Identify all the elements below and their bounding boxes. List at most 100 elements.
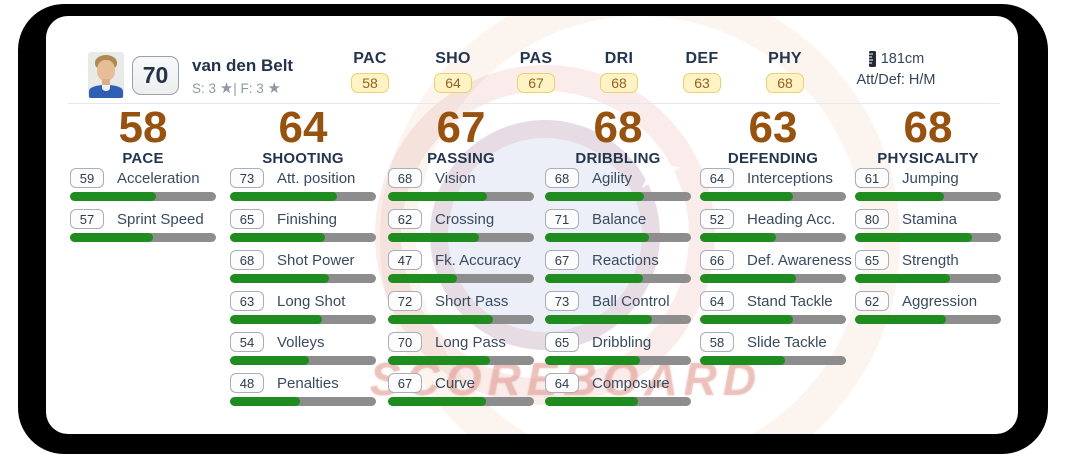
weak-foot-star-icon: ★ (267, 80, 281, 97)
stat-bar-fill (388, 397, 486, 406)
header-stat-value: 68 (600, 73, 638, 93)
stat-line: 61 Jumping (855, 168, 1001, 188)
stat-line: 72 Short Pass (388, 291, 534, 311)
stat-label: Heading Acc. (747, 210, 836, 228)
stat-bar-track (700, 233, 846, 242)
stat-bar-fill (388, 356, 491, 365)
header-stat-label: SHO (435, 50, 471, 67)
stat-row: 54 Volleys (230, 332, 376, 365)
header-stat-label: PHY (768, 50, 802, 67)
stat-row: 66 Def. Awareness (700, 250, 852, 283)
stat-bar-track (545, 233, 691, 242)
stat-bar-fill (230, 233, 325, 242)
stat-bar-track (388, 315, 534, 324)
stat-value-badge: 62 (388, 209, 422, 229)
stat-bar-track (388, 274, 534, 283)
stat-bar-fill (855, 315, 946, 324)
player-height: 181cm (880, 51, 925, 67)
stat-line: 64 Interceptions (700, 168, 846, 188)
header-stat-label: PAS (519, 50, 553, 67)
stat-bar-track (545, 315, 691, 324)
header-stat-pac: PAC 58 (342, 50, 398, 93)
stat-label: Finishing (277, 210, 338, 228)
stat-bar-track (700, 192, 846, 201)
stat-label: Long Pass (435, 333, 506, 351)
stat-label: Reactions (592, 251, 659, 269)
stat-label: Aggression (902, 292, 978, 310)
stat-row: 80 Stamina (855, 209, 1001, 242)
player-meta-block: 181cm Att/Def: H/M (841, 51, 951, 88)
stat-line: 80 Stamina (855, 209, 1001, 229)
stat-row: 68 Vision (388, 168, 534, 201)
stat-line: 62 Aggression (855, 291, 1001, 311)
stat-row: 73 Att. position (230, 168, 376, 201)
category-value: 58 (118, 103, 168, 152)
overall-rating-value: 70 (142, 62, 169, 88)
stat-bar-fill (700, 315, 794, 324)
stat-bar-fill (388, 274, 457, 283)
stat-row: 73 Ball Control (545, 291, 691, 324)
category-value: 68 (903, 103, 953, 152)
stat-bar-track (388, 397, 534, 406)
stat-bar-fill (855, 192, 945, 201)
stat-bar-track (545, 192, 691, 201)
stat-bar-fill (700, 233, 776, 242)
stat-line: 59 Acceleration (70, 168, 216, 188)
stat-value-badge: 80 (855, 209, 889, 229)
stat-row: 67 Curve (388, 373, 534, 406)
stat-column-dribbling: 68 DRIBBLING 68 Agility 71 Balance 67 Reactions… (545, 106, 691, 414)
stat-bar-fill (230, 397, 301, 406)
stat-label: Short Pass (435, 292, 509, 310)
stat-bar-track (70, 192, 216, 201)
player-stars-line: S: 3 ★| F: 3 ★ (192, 79, 293, 97)
stat-value-badge: 71 (545, 209, 579, 229)
stat-row: 65 Finishing (230, 209, 376, 242)
stat-row: 64 Interceptions (700, 168, 846, 201)
stat-bar-track (700, 356, 846, 365)
stat-bar-track (230, 274, 376, 283)
stat-value-badge: 73 (545, 291, 579, 311)
stat-bar-track (388, 356, 534, 365)
header-stat-value: 63 (683, 73, 721, 93)
stat-value-badge: 59 (70, 168, 104, 188)
stat-label: Dribbling (592, 333, 652, 351)
stat-bar-track (700, 274, 846, 283)
stat-value-badge: 47 (388, 250, 422, 270)
stat-value-badge: 64 (545, 373, 579, 393)
stat-bar-fill (230, 315, 322, 324)
stat-line: 70 Long Pass (388, 332, 534, 352)
stat-bar-fill (855, 274, 950, 283)
stat-row: 68 Shot Power (230, 250, 376, 283)
player-card: ★ ★ SCOREBOARD 70 van den Belt S: 3 ★| (46, 16, 1018, 434)
stat-bar-fill (545, 397, 639, 406)
stat-row: 62 Aggression (855, 291, 1001, 324)
player-photo-collar (102, 85, 110, 91)
weak-foot-label: F: 3 (240, 81, 264, 96)
stat-row: 63 Long Shot (230, 291, 376, 324)
header-stat-phy: PHY 68 (757, 50, 813, 93)
header-stats: PAC 58 SHO 64 PAS 67 DRI 68 DEF 63 PHY 68 (342, 50, 813, 93)
header-stat-value: 67 (517, 73, 555, 93)
stat-value-badge: 73 (230, 168, 264, 188)
stat-bar-fill (388, 233, 479, 242)
stat-row: 64 Composure (545, 373, 691, 406)
stat-row: 52 Heading Acc. (700, 209, 846, 242)
stat-label: Def. Awareness (747, 251, 852, 269)
header-stat-pas: PAS 67 (508, 50, 564, 93)
stat-bar-track (545, 356, 691, 365)
stat-value-badge: 62 (855, 291, 889, 311)
category-stat-rows: 68 Vision 62 Crossing 47 Fk. Accuracy 72 Short … (388, 168, 534, 406)
stat-bar-track (230, 356, 376, 365)
stat-line: 73 Att. position (230, 168, 376, 188)
stat-value-badge: 64 (700, 291, 734, 311)
stat-label: Fk. Accuracy (435, 251, 521, 269)
player-name-block: van den Belt S: 3 ★| F: 3 ★ (192, 56, 293, 97)
skill-moves-label: S: 3 (192, 81, 217, 96)
stat-line: 65 Strength (855, 250, 1001, 270)
category-name: PASSING (427, 150, 495, 167)
stat-bar-fill (70, 233, 154, 242)
stat-bar-track (70, 233, 216, 242)
stat-bar-fill (230, 274, 330, 283)
stat-line: 65 Dribbling (545, 332, 691, 352)
